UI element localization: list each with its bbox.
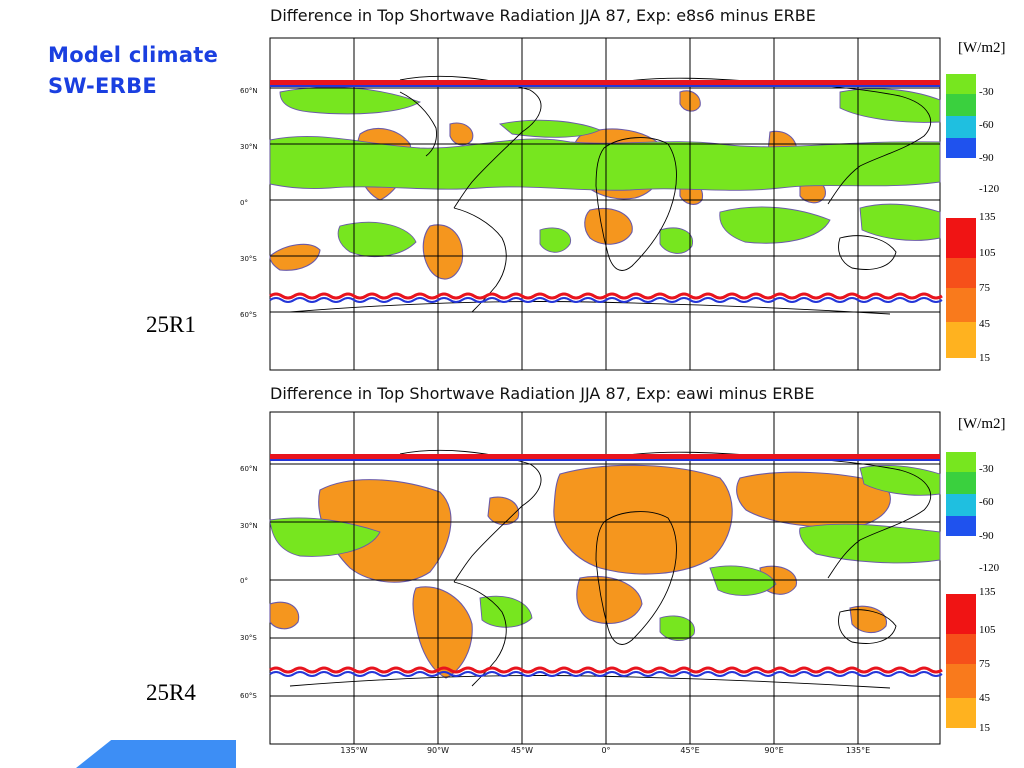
panel-title-25r4: Difference in Top Shortwave Radiation JJ… [270, 384, 815, 403]
legend-swatch-15 [946, 322, 976, 358]
legend-tick: -120 [979, 183, 1000, 195]
polar-bands [269, 454, 943, 677]
legend-tick: -90 [979, 152, 994, 164]
continent-outlines [289, 449, 932, 689]
lat-label-30n: 30°N [240, 143, 258, 151]
legend-swatch-75 [946, 664, 976, 698]
legend-swatch-15 [946, 698, 976, 728]
legend-tick: 135 [979, 211, 996, 223]
decorative-corner-shape [76, 740, 236, 768]
lat-label-30s: 30°S [240, 634, 257, 642]
lon-label-45e: 45°E [680, 746, 700, 755]
polar-bands [269, 80, 943, 303]
legend-swatch-neg90 [946, 116, 976, 138]
lat-label-eq: 0° [240, 577, 248, 585]
lon-label-135w: 135°W [340, 746, 368, 755]
experiment-label-25r4: 25R4 [146, 680, 196, 705]
legend-tick: -30 [979, 86, 994, 98]
lon-label-45w: 45°W [510, 746, 534, 755]
legend-swatch-105 [946, 634, 976, 664]
lat-label-30s: 30°S [240, 255, 257, 263]
legend-tick: -90 [979, 530, 994, 542]
legend-swatch-neg90 [946, 494, 976, 516]
legend-swatch-neg60 [946, 472, 976, 494]
lat-label-60n: 60°N [240, 87, 258, 95]
legend-tick: 15 [979, 722, 990, 734]
negative-difference-regions [269, 465, 941, 641]
lat-label-60s: 60°S [240, 692, 257, 700]
legend-tick: 45 [979, 692, 990, 704]
legend-25r1: [W/m2] -30 -60 -90 -120 135 105 75 45 15 [946, 40, 1024, 364]
panel-title-25r1: Difference in Top Shortwave Radiation JJ… [270, 6, 816, 25]
legend-swatch-135 [946, 594, 976, 634]
legend-swatch-135 [946, 218, 976, 258]
legend-25r4: [W/m2] -30 -60 -90 -120 135 105 75 45 15 [946, 416, 1024, 734]
legend-unit: [W/m2] [958, 416, 1006, 432]
lon-label-90e: 90°E [764, 746, 784, 755]
map-panel-25r4 [269, 411, 943, 745]
legend-tick: 75 [979, 658, 990, 670]
lat-label-60s: 60°S [240, 311, 257, 319]
legend-tick: -60 [979, 496, 994, 508]
graticule [270, 38, 940, 370]
legend-tick: -120 [979, 562, 1000, 574]
legend-swatch-neg120 [946, 516, 976, 536]
lat-label-30n: 30°N [240, 522, 258, 530]
heading-line-1: Model climate [48, 43, 219, 67]
lat-label-60n: 60°N [240, 465, 258, 473]
legend-swatch-neg60 [946, 94, 976, 116]
legend-tick: -60 [979, 119, 994, 131]
legend-swatch-75 [946, 288, 976, 322]
legend-unit: [W/m2] [958, 40, 1006, 56]
lat-label-eq: 0° [240, 199, 248, 207]
legend-swatch-neg120 [946, 138, 976, 158]
positive-difference-regions [269, 464, 891, 679]
legend-tick: 45 [979, 318, 990, 330]
lon-label-0: 0° [601, 746, 611, 755]
legend-tick: 105 [979, 624, 996, 636]
map-panel-25r1 [269, 37, 943, 371]
heading-line-2: SW-ERBE [48, 74, 158, 98]
legend-swatch-neg30 [946, 74, 976, 94]
graticule [270, 412, 940, 744]
legend-swatch-neg30 [946, 452, 976, 472]
legend-tick: 105 [979, 247, 996, 259]
legend-tick: 15 [979, 352, 990, 364]
lon-label-135e: 135°E [845, 746, 871, 755]
slide-heading: Model climate SW-ERBE [48, 40, 218, 102]
legend-tick: -30 [979, 463, 994, 475]
legend-tick: 75 [979, 282, 990, 294]
lon-label-90w: 90°W [426, 746, 450, 755]
legend-tick: 135 [979, 586, 996, 598]
experiment-label-25r1: 25R1 [146, 312, 196, 337]
legend-swatch-105 [946, 258, 976, 288]
